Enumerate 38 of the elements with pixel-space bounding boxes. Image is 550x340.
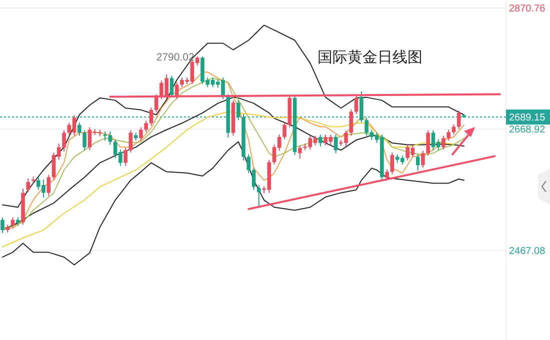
candlestick: [354, 95, 358, 115]
candlestick: [421, 150, 425, 168]
candlestick: [390, 152, 394, 175]
line-series: [2, 24, 464, 208]
candlestick: [298, 144, 302, 160]
candlestick: [0, 216, 4, 234]
candlestick: [334, 134, 338, 154]
candlestick: [46, 174, 51, 196]
candlestick: [170, 75, 174, 98]
candlestick: [318, 134, 322, 148]
candlestick: [236, 100, 240, 121]
candlestick: [144, 120, 148, 133]
candlestick: [282, 122, 286, 140]
candlestick: [139, 126, 143, 142]
candlestick: [82, 130, 86, 151]
candlestick: [128, 130, 133, 154]
candlestick: [360, 90, 364, 124]
candlestick: [349, 108, 354, 136]
y-tick-label: 2870.76: [509, 3, 546, 14]
candlestick: [26, 178, 30, 193]
candlestick: [426, 130, 430, 156]
candlestick: [10, 216, 15, 228]
line-series: [2, 141, 464, 266]
annotation: 2790.02: [156, 51, 194, 64]
ref-line-label: 2689.15: [509, 112, 546, 124]
y-tick-label: 2668.92: [509, 124, 546, 136]
candlestick: [149, 107, 154, 126]
candlestick: [124, 147, 128, 166]
candlestick: [442, 135, 446, 150]
candlestick: [256, 184, 261, 208]
y-tick-label: 2467.08: [509, 246, 546, 257]
candlestick: [456, 110, 461, 130]
candlestick: [446, 129, 450, 142]
candlestick: [246, 154, 251, 174]
candlestick: [78, 122, 82, 136]
text: 国际黄金日线图: [318, 49, 422, 66]
candlestick: [452, 124, 456, 136]
candlestick: [252, 167, 256, 190]
